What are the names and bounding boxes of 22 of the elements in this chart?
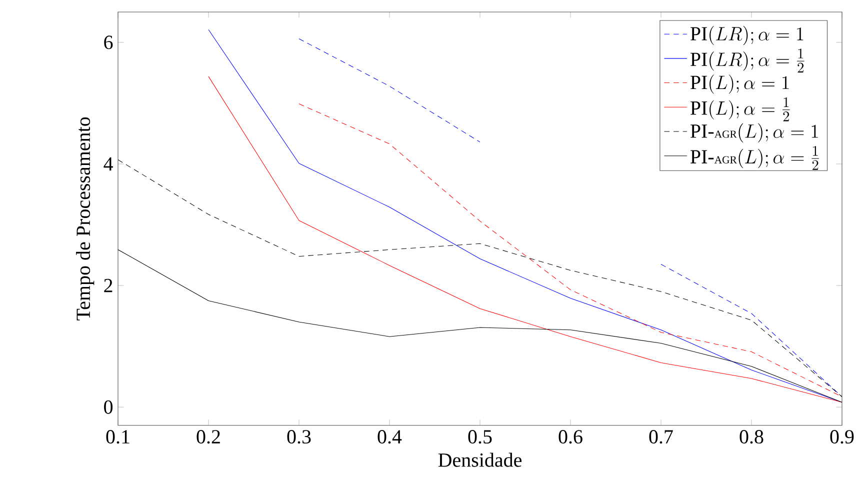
legend-label: $\mathrm{PI}(L);\alpha=\frac{1}{2}$ — [690, 97, 790, 122]
line-series — [118, 249, 842, 402]
y-tick-label: 6 — [104, 36, 113, 49]
y-tick-label: 2 — [104, 278, 112, 292]
x-tick-label: 0.8 — [740, 430, 764, 444]
x-axis-title: Densidade — [438, 452, 522, 467]
x-tick-label: 0.5 — [468, 430, 492, 444]
legend-label: $\mathrm{PI}(LR);\alpha=1$ — [690, 26, 804, 45]
legend-label: $\mathrm{PI}\mbox{-}\mbox{\footnotesize AGR}(L);\alpha=1$ — [690, 123, 818, 142]
legend-label: $\mathrm{PI}\mbox{-}\mbox{\footnotesize AGR}(L);\alpha=\frac{1}{2}$ — [690, 146, 819, 170]
y-tick-label: 4 — [104, 157, 113, 170]
x-tick-label: 0.4 — [378, 430, 402, 444]
x-tick-label: 0.1 — [106, 430, 130, 444]
x-tick-label: 0.9 — [830, 430, 854, 444]
x-tick-label: 0.7 — [649, 430, 673, 444]
legend-label: $\mathrm{PI}(L);\alpha=1$ — [690, 74, 789, 94]
y-axis-title: Tempo de Processamento — [76, 117, 94, 320]
x-tick-label: 0.3 — [287, 430, 311, 444]
x-tick-label: 0.2 — [196, 430, 220, 444]
y-tick-label: 0 — [104, 400, 113, 414]
legend-label: $\mathrm{PI}(LR);\alpha=\frac{1}{2}$ — [690, 48, 804, 72]
x-tick-label: 0.6 — [558, 430, 582, 444]
